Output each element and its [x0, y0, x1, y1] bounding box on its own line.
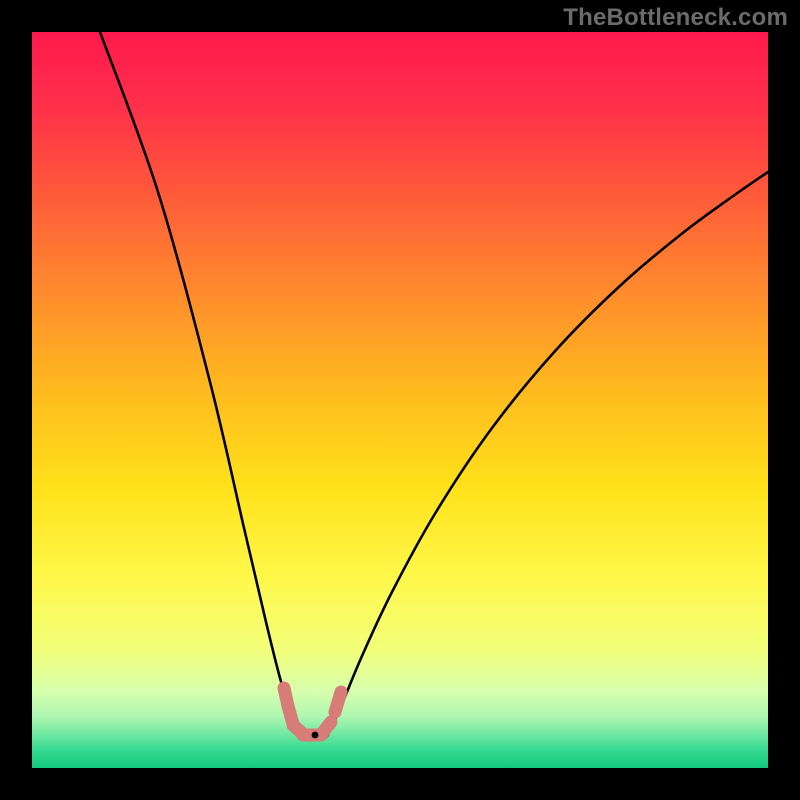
bottom-marker-segment	[335, 692, 341, 712]
bottom-marker-segment	[321, 722, 331, 735]
plot-area	[32, 32, 768, 768]
chart-svg	[32, 32, 768, 768]
curve-min-dot	[312, 732, 319, 739]
chart-frame: TheBottleneck.com	[0, 0, 800, 800]
bottom-marker-group	[284, 688, 341, 735]
watermark-text: TheBottleneck.com	[563, 4, 788, 32]
bottleneck-curve	[100, 32, 768, 740]
